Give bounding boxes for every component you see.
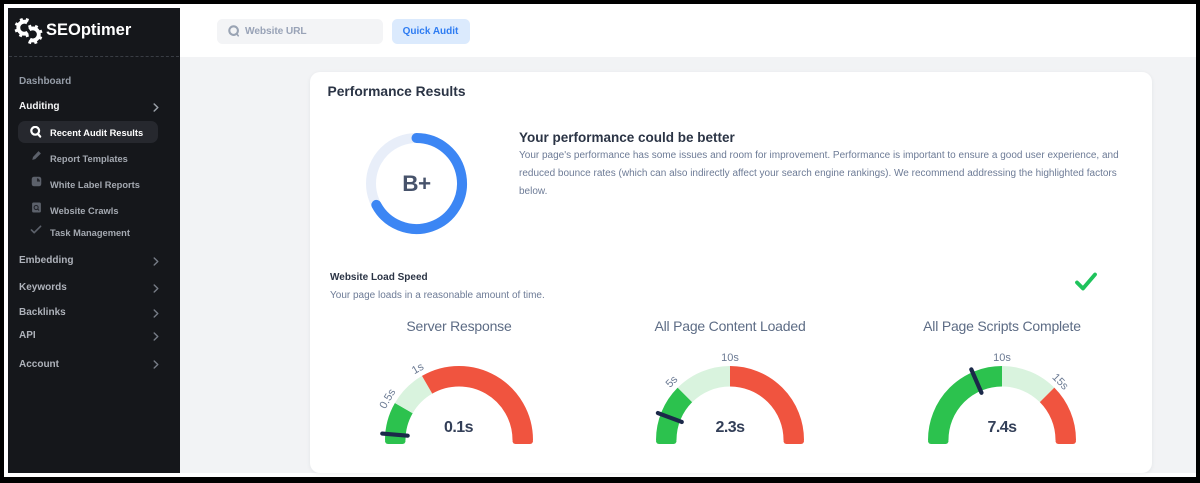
svg-text:10s: 10s: [721, 352, 739, 364]
svg-text:10s: 10s: [993, 352, 1011, 364]
svg-text:1s: 1s: [409, 361, 425, 377]
